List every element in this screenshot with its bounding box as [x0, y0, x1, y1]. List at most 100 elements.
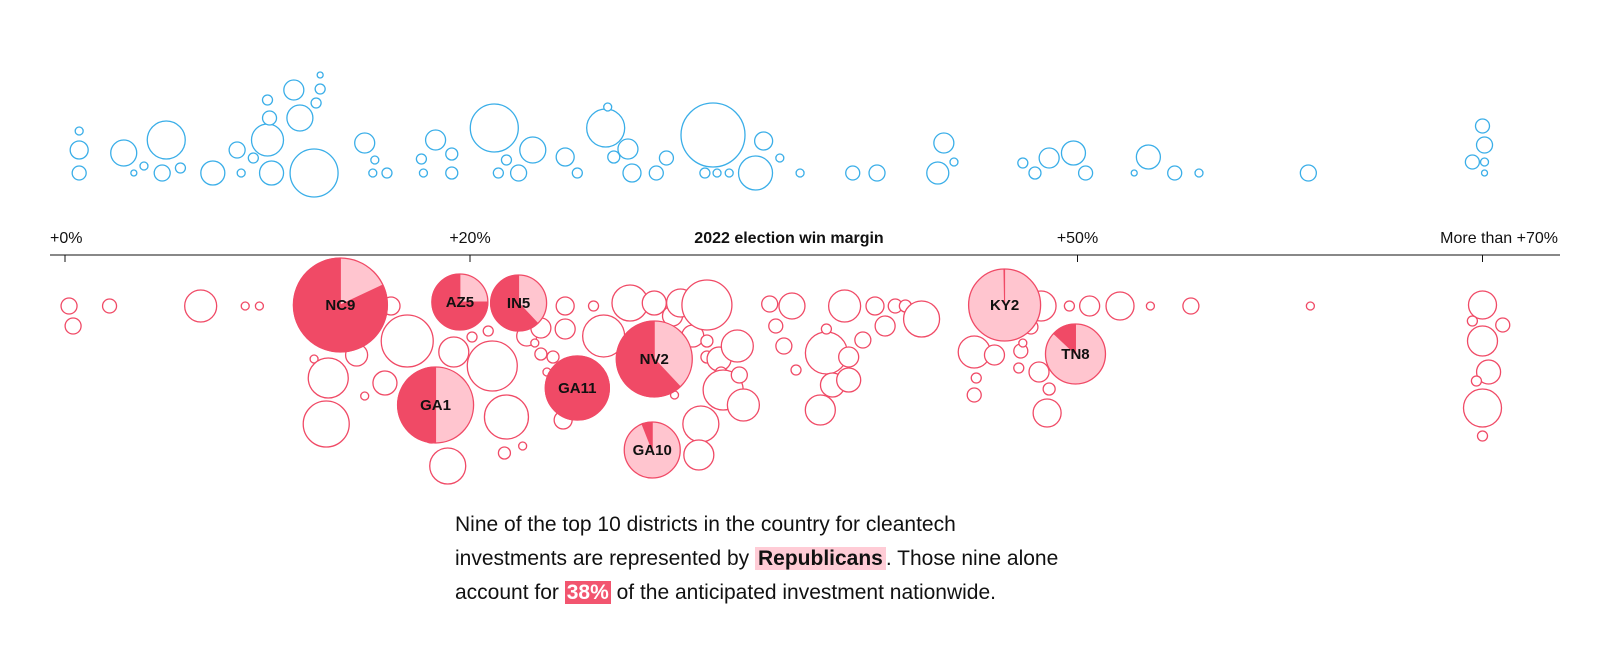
republican-district-bubble — [1013, 362, 1025, 374]
democrat-district-bubble — [1017, 157, 1029, 169]
democrat-district-bubble — [509, 164, 528, 182]
republican-district-bubble — [874, 315, 896, 337]
democrat-district-bubble — [607, 150, 621, 164]
democrat-district-bubble — [699, 167, 711, 179]
investment-share-slice — [431, 273, 489, 331]
republican-district-bubble — [530, 338, 540, 348]
republican-district-bubble — [587, 300, 600, 312]
district-label: TN8 — [1061, 346, 1089, 363]
democrat-district-bubble — [146, 120, 186, 160]
tick-label: +0% — [50, 230, 82, 247]
district-pie-ga11: GA11 — [544, 355, 610, 421]
democrat-district-bubble — [283, 79, 305, 101]
district-pie-nv2: NV2 — [615, 320, 693, 398]
democrat-district-bubble — [724, 168, 734, 178]
republican-district-bubble — [820, 323, 833, 335]
democrat-district-bubble — [845, 165, 861, 181]
democrat-district-bubble — [622, 163, 642, 183]
democrat-district-bubble — [424, 129, 447, 151]
democrat-district-bubble — [445, 147, 459, 161]
democrat-district-bubble — [236, 168, 246, 178]
democrat-district-bubble — [139, 161, 149, 171]
caption: Nine of the top 10 districts in the coun… — [455, 508, 1155, 610]
republican-district-bubble — [682, 405, 720, 443]
democrat-district-bubble — [174, 162, 187, 174]
democrat-district-bubble — [1299, 164, 1317, 182]
republican-district-bubble — [1462, 388, 1503, 428]
democrat-district-bubble — [586, 108, 626, 148]
democrat-district-bubble — [381, 167, 393, 179]
democrat-district-bubble — [153, 164, 171, 182]
republican-district-bubble — [768, 318, 784, 334]
republican-district-bubble — [1018, 338, 1028, 348]
tick-label: More than +70% — [1440, 230, 1558, 247]
republican-district-bubble — [1466, 315, 1479, 327]
republican-district-bubble — [761, 295, 779, 313]
democrat-district-bubble — [71, 165, 87, 181]
democrat-district-bubble — [555, 147, 575, 167]
caption-text: . Those nine alone — [885, 547, 1059, 570]
democrat-district-bubble — [1480, 169, 1489, 177]
republican-district-bubble — [482, 325, 494, 337]
democrat-district-bubble — [200, 160, 226, 186]
republican-district-bubble — [184, 289, 218, 323]
democrat-district-bubble — [261, 110, 278, 126]
republican-district-bubble — [254, 301, 265, 311]
democrat-district-bubble — [445, 166, 459, 180]
district-pie-ga10: GA10 — [623, 421, 681, 479]
axis-ticks: +0% +20% +50% More than +70% — [50, 230, 1558, 262]
district-label: IN5 — [507, 295, 530, 312]
chart-title: 2022 election win margin — [694, 230, 883, 247]
democrat-district-bubble — [469, 103, 519, 153]
investment-share-slice — [1052, 323, 1076, 356]
democrat-district-bubble — [1475, 136, 1494, 154]
democrat-district-bubble — [949, 157, 959, 167]
investment-share-slice — [292, 257, 388, 353]
democrat-district-bubble — [74, 126, 84, 136]
investment-share-slice — [641, 421, 653, 451]
democrat-district-bubble — [1038, 147, 1060, 169]
republican-district-bubble — [966, 387, 982, 403]
republican-district-bubble — [641, 290, 667, 316]
district-label: KY2 — [990, 297, 1019, 314]
republican-district-bubble — [970, 372, 982, 384]
republican-district-bubble — [64, 317, 82, 335]
republican-district-bubble — [1476, 430, 1489, 442]
republican-district-bubble — [790, 364, 802, 376]
district-pie-tn8: TN8 — [1044, 323, 1107, 385]
democrat-district-bubble — [1474, 118, 1491, 134]
democrat-district-bubble — [316, 71, 324, 79]
democrat-district-bubble — [1060, 140, 1087, 166]
district-label: NV2 — [640, 351, 669, 368]
republican-district-bubble — [726, 388, 761, 422]
republican-district-bubble — [838, 346, 860, 368]
democrat-district-bubble — [500, 154, 513, 166]
district-label: GA1 — [420, 397, 451, 414]
district-label: AZ5 — [446, 294, 474, 311]
republican-district-bubble — [1105, 291, 1135, 321]
republican-district-bubble — [554, 318, 576, 340]
highlighted-districts: NC9 AZ5 IN5 GA1 GA11 NV2 GA10 KY2 TN8 — [292, 257, 1107, 479]
republican-district-bubble — [497, 446, 512, 460]
investment-share-slice — [544, 355, 610, 421]
caption-text: investments are represented by — [455, 547, 755, 570]
republican-district-bubble — [1032, 398, 1062, 428]
democrat-district-bubble — [795, 168, 805, 178]
republican-district-bubble — [827, 289, 862, 323]
republican-district-bubble — [1182, 297, 1200, 315]
republican-district-bubble — [683, 439, 715, 471]
republican-district-bubble — [438, 336, 470, 368]
democrat-district-bubble — [1194, 168, 1204, 178]
democrat-district-bubble — [286, 104, 314, 132]
republican-district-bubble — [1042, 382, 1056, 396]
democrat-district-bubble — [1135, 144, 1162, 170]
republican-district-bubble — [360, 391, 370, 401]
democrat-district-bubble — [250, 123, 285, 157]
republican-district-bubble — [730, 366, 748, 384]
republican-district-bubble — [681, 279, 733, 331]
district-pie-ga1: GA1 — [396, 366, 475, 444]
democrat-district-bubble — [571, 167, 583, 179]
democrat-district-bubble — [289, 148, 339, 198]
democrat-district-bubble — [603, 102, 613, 112]
democrat-district-bubble — [868, 164, 886, 182]
